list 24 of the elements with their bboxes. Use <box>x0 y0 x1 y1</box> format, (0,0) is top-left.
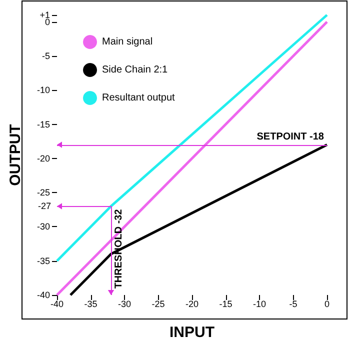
x-tick-label: -25 <box>152 299 165 309</box>
y-tick-label: -15 <box>36 119 50 130</box>
x-tick-label: -15 <box>219 299 232 309</box>
y-tick-label: -40 <box>36 290 50 300</box>
x-tick-label: -10 <box>252 299 266 309</box>
y-tick-label: -20 <box>36 153 50 164</box>
ref-line-label: -27 <box>38 201 51 212</box>
y-tick-label: -25 <box>36 188 50 198</box>
y-tick-label: -5 <box>42 50 50 61</box>
x-axis-title: INPUT <box>170 324 214 341</box>
x-tick-label: 0 <box>324 299 330 309</box>
x-tick-label: -30 <box>118 299 132 309</box>
x-tick-label: -5 <box>289 299 298 309</box>
y-tick-label: -35 <box>36 256 50 266</box>
x-tick-label: -20 <box>185 299 199 309</box>
y-tick-label: -10 <box>36 85 50 96</box>
legend-label: Main signal <box>102 36 153 48</box>
x-tick-label: -40 <box>50 299 64 309</box>
legend-label: Side Chain 2:1 <box>102 64 168 76</box>
y-tick-label: -30 <box>36 222 50 232</box>
ref-line-label: SETPOINT -18 <box>256 131 324 142</box>
legend-label: Resultant output <box>102 92 176 104</box>
y-axis-title: OUTPUT <box>7 124 24 186</box>
x-tick-label: -35 <box>84 299 98 309</box>
